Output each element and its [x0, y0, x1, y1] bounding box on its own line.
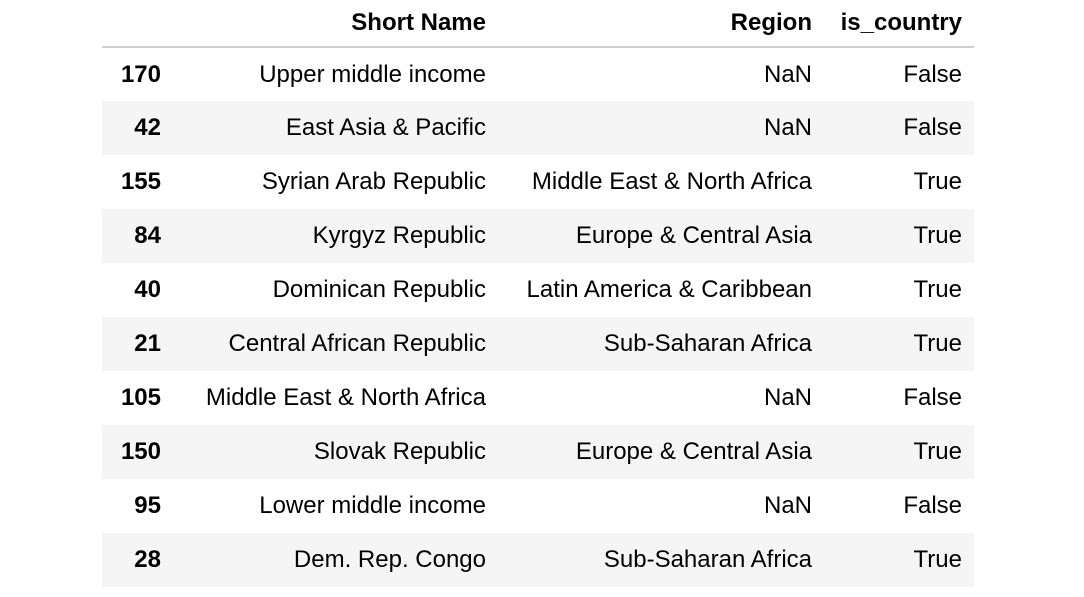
- table-header: Short Name Region is_country: [102, 0, 974, 48]
- is-country-cell: True: [913, 330, 962, 357]
- row-index: 170: [120, 60, 161, 88]
- is-country-cell: True: [913, 546, 962, 573]
- short-name-cell: Middle East & North Africa: [205, 384, 486, 411]
- region-cell: NaN: [763, 384, 812, 411]
- table-row: 40 Dominican Republic Latin America & Ca…: [102, 263, 974, 317]
- is-country-cell: False: [903, 114, 962, 141]
- table-row: 170 Upper middle income NaN False: [102, 47, 974, 101]
- region-cell: Sub-Saharan Africa: [603, 546, 812, 573]
- dataframe-output: Short Name Region is_country 170 Upper m…: [102, 0, 974, 587]
- is-country-cell: False: [903, 60, 962, 88]
- short-name-cell: Upper middle income: [259, 60, 486, 88]
- short-name-cell: Dominican Republic: [272, 276, 486, 303]
- row-index: 28: [134, 546, 161, 573]
- region-cell: NaN: [763, 60, 812, 88]
- short-name-cell: Kyrgyz Republic: [312, 222, 486, 249]
- short-name-cell: Dem. Rep. Congo: [293, 546, 486, 573]
- row-index: 40: [134, 276, 161, 303]
- table-row: 150 Slovak Republic Europe & Central Asi…: [102, 425, 974, 479]
- region-cell: Europe & Central Asia: [575, 438, 812, 465]
- table-row: 105 Middle East & North Africa NaN False: [102, 371, 974, 425]
- short-name-cell: East Asia & Pacific: [285, 114, 486, 141]
- table-row: 21 Central African Republic Sub-Saharan …: [102, 317, 974, 371]
- region-cell: NaN: [763, 492, 812, 519]
- region-header: Region: [498, 0, 824, 48]
- row-index: 155: [120, 168, 161, 195]
- short-name-header: Short Name: [174, 0, 498, 48]
- is-country-cell: True: [913, 222, 962, 249]
- region-cell: Sub-Saharan Africa: [603, 330, 812, 357]
- is-country-cell: False: [903, 384, 962, 411]
- table-row: 42 East Asia & Pacific NaN False: [102, 101, 974, 155]
- region-cell: NaN: [763, 114, 812, 141]
- row-index: 95: [134, 492, 161, 519]
- short-name-cell: Syrian Arab Republic: [261, 168, 486, 195]
- row-index: 42: [134, 114, 161, 141]
- table-row: 84 Kyrgyz Republic Europe & Central Asia…: [102, 209, 974, 263]
- header-row: Short Name Region is_country: [102, 0, 974, 48]
- region-cell: Latin America & Caribbean: [526, 276, 813, 303]
- index-header: [102, 0, 174, 48]
- table-body: 170 Upper middle income NaN False 42 Eas…: [102, 47, 974, 587]
- is-country-cell: True: [913, 438, 962, 465]
- row-index: 21: [134, 330, 161, 357]
- short-name-cell: Central African Republic: [228, 330, 486, 357]
- is-country-header: is_country: [824, 0, 974, 48]
- region-cell: Middle East & North Africa: [531, 168, 812, 195]
- row-index: 105: [120, 384, 161, 411]
- is-country-cell: True: [913, 276, 962, 303]
- row-index: 150: [120, 438, 161, 465]
- is-country-cell: False: [903, 492, 962, 519]
- dataframe-table: Short Name Region is_country 170 Upper m…: [102, 0, 974, 587]
- region-cell: Europe & Central Asia: [575, 222, 812, 249]
- table-row: 155 Syrian Arab Republic Middle East & N…: [102, 155, 974, 209]
- table-row: 95 Lower middle income NaN False: [102, 479, 974, 533]
- row-index: 84: [134, 222, 161, 249]
- short-name-cell: Lower middle income: [259, 492, 486, 519]
- table-row: 28 Dem. Rep. Congo Sub-Saharan Africa Tr…: [102, 533, 974, 587]
- short-name-cell: Slovak Republic: [313, 438, 486, 465]
- is-country-cell: True: [913, 168, 962, 195]
